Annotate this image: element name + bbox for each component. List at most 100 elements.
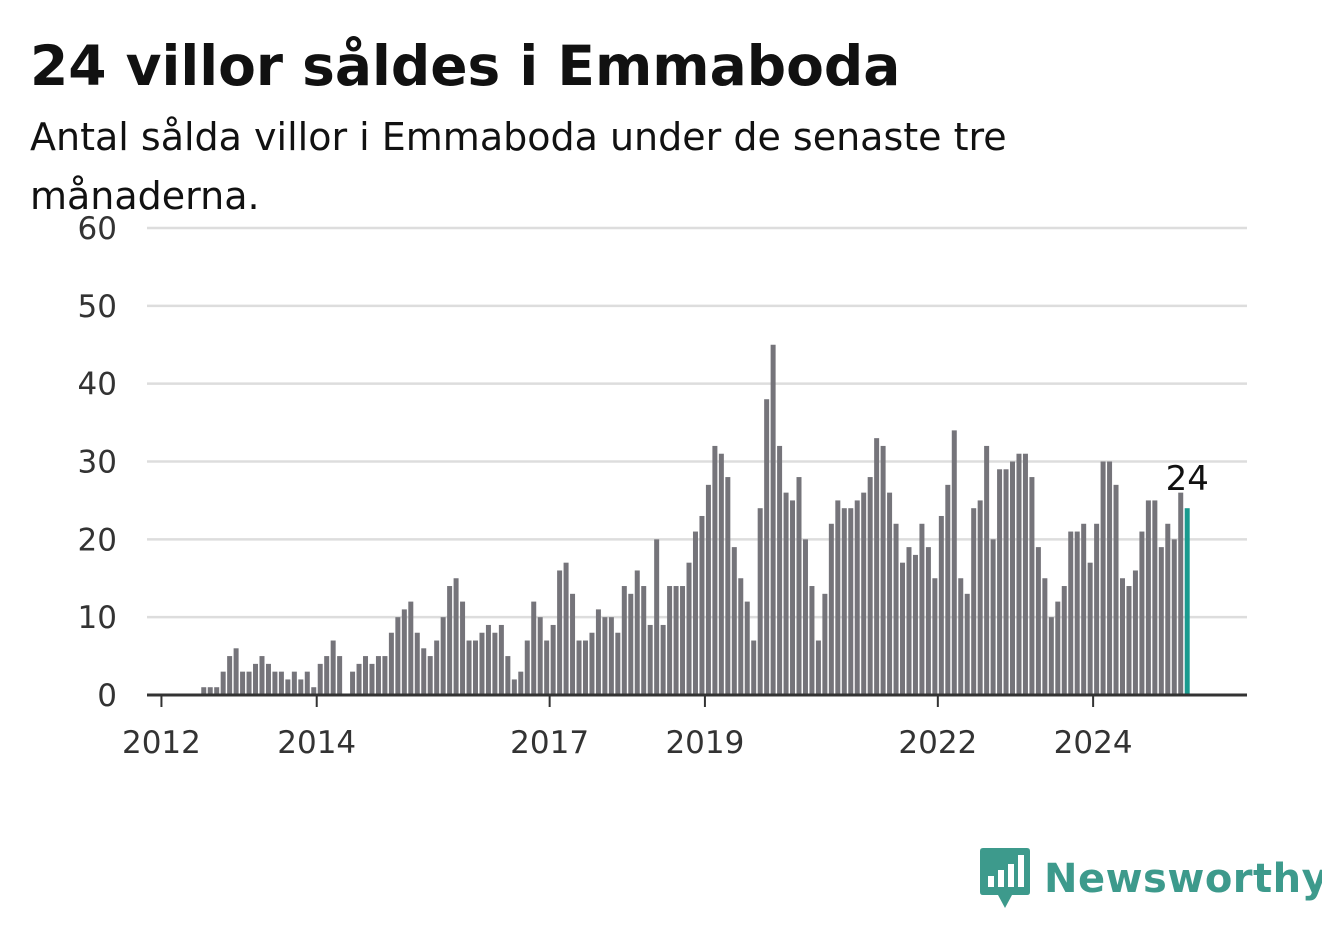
bar bbox=[492, 632, 498, 695]
bar bbox=[1010, 461, 1016, 695]
bar bbox=[1087, 562, 1093, 695]
bar bbox=[828, 523, 834, 695]
bar bbox=[278, 671, 284, 695]
bar bbox=[227, 656, 233, 695]
bar bbox=[453, 578, 459, 695]
y-tick-label: 60 bbox=[78, 211, 117, 247]
brand-name: Newsworthy bbox=[1044, 856, 1322, 902]
bar bbox=[1061, 586, 1067, 695]
bar bbox=[1171, 539, 1177, 695]
bar bbox=[602, 617, 608, 695]
bar bbox=[388, 632, 394, 695]
bar-chart: 0 10 20 30 40 50 60 24 2012 2014 2017 2019 2022 202… bbox=[78, 211, 1247, 761]
bar bbox=[214, 687, 220, 695]
bar bbox=[809, 586, 815, 695]
bar bbox=[350, 671, 356, 695]
bar bbox=[473, 640, 478, 695]
bar bbox=[712, 445, 718, 695]
bar bbox=[401, 609, 407, 695]
bar bbox=[524, 640, 530, 695]
bar bbox=[1094, 523, 1100, 695]
bar bbox=[356, 663, 362, 695]
bar bbox=[201, 687, 207, 695]
bar bbox=[1132, 570, 1138, 695]
bar bbox=[660, 624, 666, 695]
bar bbox=[272, 671, 278, 695]
bar bbox=[304, 671, 310, 695]
bar bbox=[317, 663, 323, 695]
bar bbox=[841, 508, 847, 695]
chart-title: 24 villor såldes i Emmaboda bbox=[30, 34, 901, 98]
bar bbox=[958, 578, 964, 695]
bar bbox=[1107, 461, 1113, 695]
bar bbox=[311, 687, 317, 695]
y-tick-label: 50 bbox=[78, 289, 117, 325]
bar bbox=[977, 500, 983, 695]
bar bbox=[1035, 547, 1041, 695]
bars: 24 bbox=[201, 344, 1209, 695]
bar bbox=[1068, 531, 1074, 695]
bar bbox=[790, 500, 796, 695]
bar bbox=[835, 500, 841, 695]
bar bbox=[259, 656, 265, 695]
bar bbox=[990, 539, 996, 695]
y-axis-labels: 0 10 20 30 40 50 60 bbox=[78, 211, 117, 714]
bar bbox=[912, 554, 918, 695]
x-tick-label: 2022 bbox=[898, 725, 977, 761]
bar bbox=[531, 601, 537, 695]
y-tick-label: 10 bbox=[78, 600, 117, 636]
bar bbox=[1003, 469, 1009, 695]
bar bbox=[414, 632, 420, 695]
bar bbox=[874, 438, 880, 695]
bar bbox=[246, 671, 252, 695]
y-tick-label: 0 bbox=[97, 678, 117, 714]
bar bbox=[667, 586, 673, 695]
bar bbox=[460, 601, 466, 695]
bar bbox=[1016, 453, 1022, 695]
bar bbox=[692, 531, 698, 695]
bar bbox=[621, 586, 627, 695]
bar bbox=[1074, 531, 1080, 695]
bar bbox=[330, 640, 336, 695]
bar bbox=[408, 601, 414, 695]
bar bbox=[1145, 500, 1151, 695]
bar bbox=[718, 453, 724, 695]
x-tick-label: 2024 bbox=[1054, 725, 1133, 761]
bar bbox=[822, 593, 828, 695]
bar bbox=[802, 539, 808, 695]
bar bbox=[893, 523, 899, 695]
bar bbox=[705, 484, 711, 695]
bar bbox=[285, 679, 291, 695]
bar bbox=[570, 593, 576, 695]
bar bbox=[1100, 461, 1106, 695]
bar bbox=[291, 671, 297, 695]
bar bbox=[505, 656, 511, 695]
bar bbox=[880, 445, 886, 695]
bar bbox=[363, 656, 369, 695]
bar bbox=[479, 632, 485, 695]
x-tick-label: 2012 bbox=[122, 725, 201, 761]
bar bbox=[1081, 523, 1087, 695]
bar bbox=[751, 640, 757, 695]
bar bbox=[1139, 531, 1145, 695]
bar bbox=[783, 492, 789, 695]
bar bbox=[770, 344, 776, 695]
bar bbox=[369, 663, 375, 695]
x-axis: 2012 2014 2017 2019 2022 2024 bbox=[122, 693, 1247, 761]
bar bbox=[324, 656, 330, 695]
bar bbox=[1022, 453, 1028, 695]
bar bbox=[815, 640, 821, 695]
bar bbox=[485, 624, 491, 695]
bar bbox=[207, 687, 213, 695]
bar bbox=[932, 578, 938, 695]
bar bbox=[867, 477, 873, 695]
chart-subtitle: Antal sålda villor i Emmaboda under de s… bbox=[30, 115, 1007, 218]
bar bbox=[1158, 547, 1164, 695]
bar bbox=[253, 663, 259, 695]
bar bbox=[1048, 617, 1054, 695]
bar bbox=[537, 617, 543, 695]
newsworthy-logo[interactable]: Newsworthy bbox=[980, 848, 1322, 910]
bar bbox=[337, 656, 343, 695]
bar-highlight bbox=[1184, 508, 1190, 695]
bar bbox=[434, 640, 440, 695]
